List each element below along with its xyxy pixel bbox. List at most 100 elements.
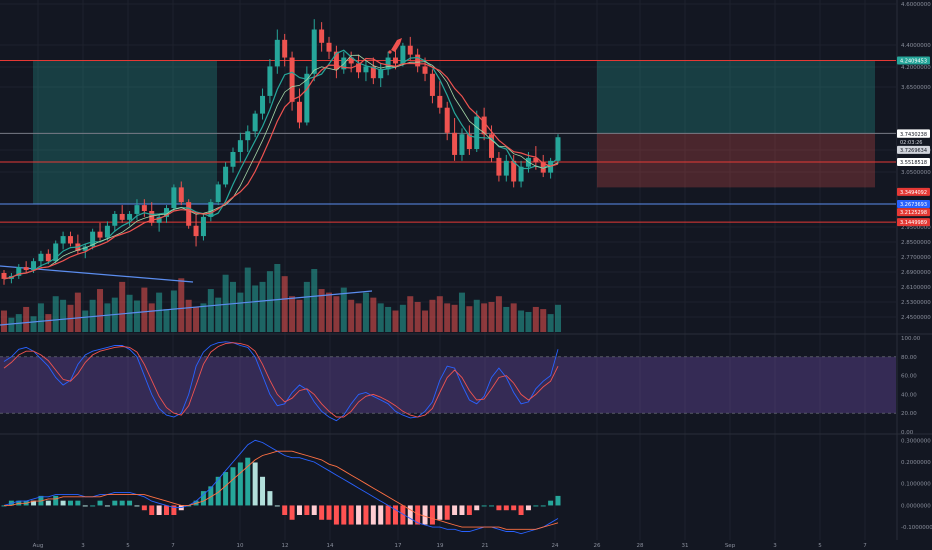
macd-histogram-bar <box>400 505 406 525</box>
loss-zone-right <box>597 133 875 188</box>
ma-slow-line <box>3 57 559 280</box>
volume-bar <box>281 276 288 332</box>
volume-bar <box>60 299 67 332</box>
volume-bar <box>74 292 81 332</box>
macd-histogram-bar <box>518 505 524 515</box>
macd-histogram-bar <box>356 505 362 525</box>
candle-body <box>422 66 428 74</box>
macd-histogram-bar <box>370 505 376 525</box>
price-axis[interactable]: 4.60000004.40000004.20000003.65000003.45… <box>901 2 932 531</box>
volume-bar <box>547 314 554 332</box>
stoch-tick-label: 40.00 <box>901 392 917 398</box>
candle-body <box>38 253 44 262</box>
candle-body <box>260 95 266 114</box>
macd-histogram-bar <box>112 500 118 506</box>
ma-mid-line <box>3 54 559 280</box>
x-tick-label: 17 <box>395 543 402 549</box>
macd-histogram-bar <box>555 495 561 506</box>
y-tick-label: 2.6900000 <box>901 270 931 276</box>
stoch-tick-label: 0.00 <box>901 430 914 436</box>
macd-histogram-bar <box>503 505 509 511</box>
level-badge-bg <box>897 208 930 217</box>
candle-body <box>230 151 236 167</box>
candle-body <box>429 73 435 96</box>
macd-tick-label: -0.1000000 <box>901 525 932 531</box>
macd-histogram-bar <box>82 505 88 507</box>
level-badge: 4.2409453 <box>900 58 927 64</box>
candle-body <box>127 213 133 220</box>
profit-zone-left <box>33 60 217 204</box>
volume-bar <box>466 306 473 332</box>
x-tick-label: 31 <box>682 543 689 549</box>
level-badge: 3.3494092 <box>900 190 927 196</box>
candle-body <box>363 66 369 73</box>
candle-body <box>311 29 317 74</box>
volume-bar <box>185 299 192 332</box>
macd-histogram-bar <box>90 505 96 507</box>
macd-histogram-bar <box>304 505 310 515</box>
macd-histogram-bar <box>289 505 295 520</box>
candle-body <box>444 107 450 133</box>
horizontal-levels[interactable] <box>0 59 896 223</box>
macd-line <box>3 439 559 535</box>
macd-histogram-bar <box>363 505 369 525</box>
macd-histogram-bar <box>200 491 206 506</box>
x-tick-label: 10 <box>237 543 244 549</box>
volume-bar <box>555 304 561 332</box>
current-price-badge-bg <box>897 129 930 138</box>
level-badge-bg <box>897 187 930 196</box>
y-tick-label: 3.6500000 <box>901 85 931 91</box>
volume-bar <box>481 303 488 332</box>
rocket-icon <box>391 38 402 52</box>
level-badge: 3.2125298 <box>900 210 927 216</box>
candle-body <box>193 225 199 237</box>
stochastic-panel <box>0 341 896 422</box>
candle-body <box>23 267 29 271</box>
volume-bar <box>518 310 525 332</box>
volume-bar <box>289 296 296 332</box>
candle-body <box>82 246 88 251</box>
candle-body <box>104 225 110 238</box>
x-tick-label: 21 <box>482 543 489 549</box>
volume-bar <box>429 299 436 332</box>
macd-histogram-bar <box>511 505 517 511</box>
macd-histogram-bar <box>208 486 214 506</box>
macd-histogram-bar <box>385 505 391 525</box>
macd-histogram-bar <box>533 505 539 507</box>
macd-histogram-bar <box>481 505 487 507</box>
volume-bar <box>458 292 465 332</box>
candle-body <box>378 69 384 79</box>
y-tick-label: 4.4000000 <box>901 43 931 49</box>
candle-body <box>518 166 524 182</box>
macd-histogram-bar <box>392 505 398 525</box>
macd-histogram-bar <box>141 505 147 511</box>
candle-body <box>555 137 561 161</box>
candle-body <box>481 116 487 135</box>
volume-bar <box>392 310 399 332</box>
volume-bar <box>178 278 185 332</box>
macd-histogram-bar <box>444 505 450 520</box>
volume-bar <box>318 289 325 332</box>
countdown-badge-bg <box>897 137 930 146</box>
volume-bar <box>525 311 532 332</box>
macd-histogram-bar <box>489 505 495 507</box>
candle-body <box>333 51 339 70</box>
macd-tick-label: 0.3000000 <box>901 438 931 444</box>
macd-histogram-bar <box>296 505 302 515</box>
candle-body <box>156 216 162 223</box>
time-axis[interactable]: Aug 3 5 7 10 12 14 17 19 21 24 26 28 31 Sep 3 5 7 <box>33 543 868 549</box>
volume-bar <box>222 274 229 332</box>
rocket-marker <box>388 38 402 54</box>
macd-histogram-bar <box>274 505 280 507</box>
volume-bar <box>45 314 52 332</box>
candle-body <box>200 216 206 237</box>
macd-histogram-bar <box>540 505 546 507</box>
volume-bar <box>370 297 377 332</box>
macd-histogram-bar <box>422 505 428 525</box>
y-tick-label: 2.6100000 <box>901 285 931 291</box>
volume-bar <box>385 306 392 332</box>
volume-bar <box>274 264 281 332</box>
macd-histogram-bar <box>75 500 81 506</box>
